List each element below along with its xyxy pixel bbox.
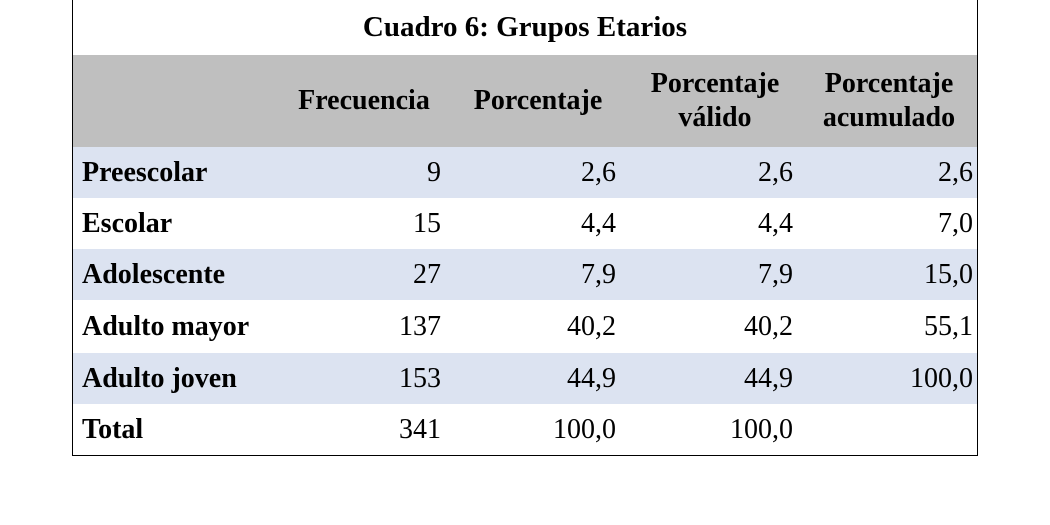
row-label: Adulto joven bbox=[82, 362, 237, 394]
cell-porcentaje-valido: 4,4 bbox=[758, 207, 793, 239]
cell-porcentaje-acumulado: 100,0 bbox=[910, 362, 973, 394]
cell-porcentaje: 7,9 bbox=[581, 258, 616, 290]
table-row: Adulto joven 153 44,9 44,9 100,0 bbox=[73, 353, 977, 404]
cell-porcentaje: 4,4 bbox=[581, 207, 616, 239]
header-porcentaje-acumulado-line2: acumulado bbox=[822, 102, 956, 133]
cell-porcentaje-valido: 44,9 bbox=[744, 362, 793, 394]
cell-porcentaje-valido: 100,0 bbox=[730, 413, 793, 445]
cell-frecuencia: 341 bbox=[399, 413, 441, 445]
table-header-row: Frecuencia Porcentaje Porcentaje válido … bbox=[73, 55, 977, 147]
cell-porcentaje-acumulado bbox=[793, 404, 973, 455]
cell-porcentaje-acumulado: 2,6 bbox=[938, 156, 973, 188]
row-label: Total bbox=[82, 413, 144, 445]
cell-frecuencia: 153 bbox=[399, 362, 441, 394]
table-row: Preescolar 9 2,6 2,6 2,6 bbox=[73, 147, 977, 198]
cell-porcentaje-valido: 40,2 bbox=[744, 310, 793, 342]
cell-frecuencia: 15 bbox=[413, 207, 441, 239]
row-label: Adolescente bbox=[82, 258, 226, 290]
table-row-total: Total 341 100,0 100,0 bbox=[73, 404, 977, 455]
cell-porcentaje-acumulado: 55,1 bbox=[924, 310, 973, 342]
cell-porcentaje-valido: 7,9 bbox=[758, 258, 793, 290]
cell-frecuencia: 137 bbox=[399, 310, 441, 342]
cell-porcentaje: 100,0 bbox=[553, 413, 616, 445]
cell-porcentaje-valido: 2,6 bbox=[758, 156, 793, 188]
cell-porcentaje: 40,2 bbox=[567, 310, 616, 342]
table-row: Adolescente 27 7,9 7,9 15,0 bbox=[73, 249, 977, 300]
table-row: Adulto mayor 137 40,2 40,2 55,1 bbox=[73, 301, 977, 352]
row-label: Preescolar bbox=[82, 156, 208, 188]
header-porcentaje-valido: Porcentaje válido bbox=[629, 55, 801, 147]
cell-frecuencia: 9 bbox=[427, 156, 441, 188]
cell-porcentaje-acumulado: 7,0 bbox=[938, 207, 973, 239]
header-porcentaje-acumulado-line1: Porcentaje bbox=[824, 68, 954, 99]
header-porcentaje-acumulado: Porcentaje acumulado bbox=[803, 55, 975, 147]
table-row: Escolar 15 4,4 4,4 7,0 bbox=[73, 198, 977, 249]
row-label: Escolar bbox=[82, 207, 173, 239]
cell-porcentaje: 2,6 bbox=[581, 156, 616, 188]
header-porcentaje-valido-line1: Porcentaje bbox=[650, 68, 780, 99]
row-label: Adulto mayor bbox=[82, 310, 250, 342]
header-porcentaje-valido-line2: válido bbox=[678, 102, 752, 133]
age-groups-table: Cuadro 6: Grupos Etarios Frecuencia Porc… bbox=[72, 0, 978, 456]
header-frecuencia: Frecuencia bbox=[298, 85, 430, 116]
cell-porcentaje: 44,9 bbox=[567, 362, 616, 394]
cell-porcentaje-acumulado: 15,0 bbox=[924, 258, 973, 290]
table-title: Cuadro 6: Grupos Etarios bbox=[362, 11, 688, 43]
header-porcentaje: Porcentaje bbox=[473, 85, 603, 116]
cell-frecuencia: 27 bbox=[413, 258, 441, 290]
